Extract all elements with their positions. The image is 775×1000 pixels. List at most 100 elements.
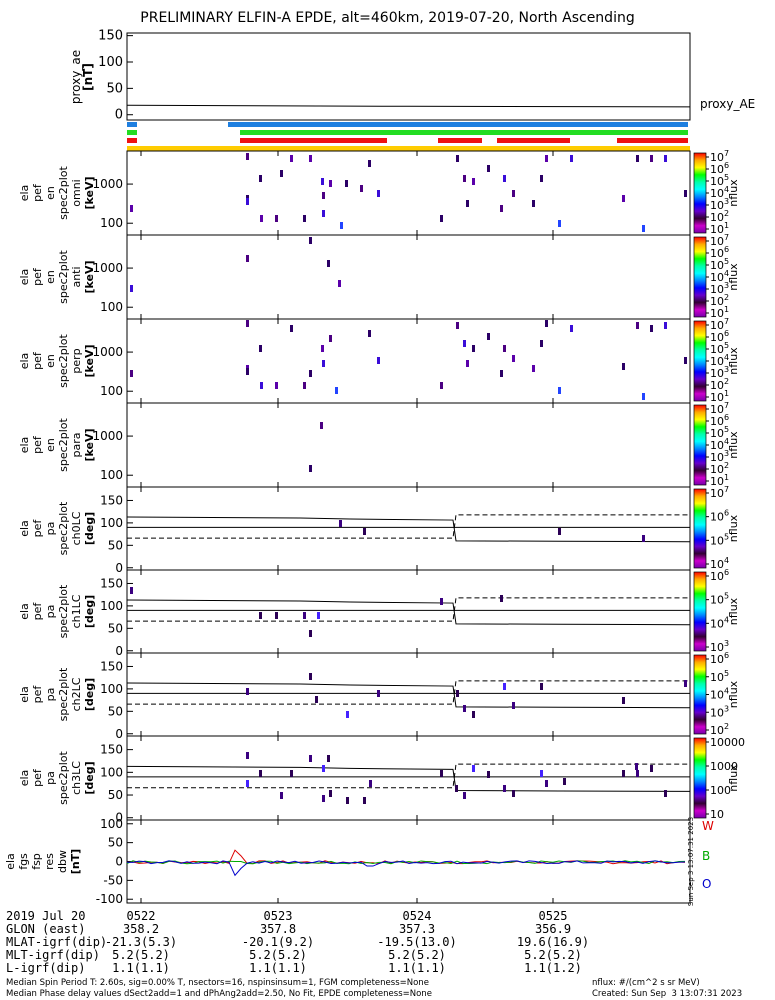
pitch-ytick-label: 50 <box>108 621 123 635</box>
spectrogram-pixel <box>321 178 324 185</box>
pitch-ylabel: ch1LC <box>70 594 83 628</box>
pitch-ylabel: pa <box>44 688 57 702</box>
colorbar-tick-label: 101 <box>710 305 729 320</box>
pitch-ylabel: spec2plot <box>57 751 70 805</box>
spectrogram-pixel <box>290 155 293 162</box>
spectrogram-pixel <box>622 363 625 370</box>
pitch-pixel <box>456 690 459 697</box>
spectrogram-pixel <box>650 155 653 162</box>
spectrogram-pixel <box>260 382 263 389</box>
colorbar-tick-label: 107 <box>710 485 729 500</box>
colorbar-tick-label: 102 <box>710 209 729 224</box>
footer-units: nflux: #/(cm^2 s sr MeV) <box>592 978 700 988</box>
spectrogram-pixel <box>664 155 667 162</box>
spectrogram-pixel <box>622 195 625 202</box>
energy-ylabel: en <box>44 438 57 452</box>
anti-loss-cone-line <box>127 514 690 539</box>
spectrogram-pixel <box>377 190 380 197</box>
pitch-ylabel: [deg] <box>83 678 96 711</box>
axis-row-label: MLT-igrf(dip) <box>6 948 100 962</box>
axis-row-value: 5.2(5.2) <box>249 948 307 962</box>
dbw-ylabel: ela <box>4 853 17 870</box>
axis-row-value: 5.2(5.2) <box>388 948 446 962</box>
pitch-ylabel: [deg] <box>83 512 96 545</box>
dbw-ytick-label: 0 <box>115 855 123 869</box>
status-bar-red <box>497 138 570 143</box>
colorbar-tick-label: 106 <box>710 245 729 260</box>
colorbar <box>693 488 707 569</box>
spectrogram-pixel <box>309 370 312 377</box>
pitch-pixel <box>339 520 342 527</box>
dbw-trace <box>126 860 686 877</box>
energy-ytick-label: 100 <box>100 300 123 314</box>
pitch-pixel <box>309 673 312 680</box>
pitch-ytick-label: 100 <box>100 516 123 530</box>
pitch-ytick-label: 150 <box>100 659 123 673</box>
pitch-pixel <box>440 598 443 605</box>
proxy-ae-ytick-label: 50 <box>106 81 123 96</box>
pitch-pixel <box>684 680 687 687</box>
spectrogram-pixel <box>440 382 443 389</box>
dbw-ylabel: fgs <box>17 853 30 870</box>
axis-row-value: 356.9 <box>535 922 571 936</box>
axis-row-label: MLAT-igrf(dip) <box>6 935 107 949</box>
energy-ylabel: pef <box>31 183 44 202</box>
colorbar <box>693 737 707 819</box>
loss-cone-line <box>126 682 691 709</box>
spectrogram-pixel <box>540 175 543 182</box>
spectrogram-pixel <box>309 465 312 472</box>
pitch-pixel <box>346 711 349 718</box>
status-bar-green-a <box>127 130 137 135</box>
pitch-pixel <box>363 528 366 535</box>
anti-loss-cone-line <box>127 680 690 705</box>
pitch-ylabel: pef <box>31 768 44 787</box>
loss-cone-line <box>126 516 691 543</box>
pitch-pixel <box>664 790 667 797</box>
spectrogram-pixel <box>558 220 561 227</box>
spectrogram-pixel <box>500 370 503 377</box>
colorbar <box>693 404 707 486</box>
pitch-pixel <box>540 683 543 690</box>
colorbar-tick-label: 105 <box>710 532 729 547</box>
pitch-ytick-label: 100 <box>100 599 123 613</box>
spectrogram-pixel <box>472 345 475 352</box>
pitch-pixel <box>455 785 458 792</box>
pitch-ylabel: ch0LC <box>70 511 83 545</box>
pitch-pixel <box>487 771 490 778</box>
dbw-ylabel: dbw <box>56 850 69 873</box>
colorbar <box>693 152 707 234</box>
spectrogram-pixel <box>487 165 490 172</box>
spectrogram-pixel <box>368 160 371 167</box>
colorbar-tick-label: 101 <box>710 473 729 488</box>
dbw-ytick-label: 100 <box>100 817 123 831</box>
pitch-pixel <box>503 683 506 690</box>
colorbar-tick-label: 10 <box>710 808 724 821</box>
pitch-pixel <box>512 702 515 709</box>
axis-row-value: -19.5(13.0) <box>377 935 456 949</box>
pitch-pixel <box>622 697 625 704</box>
spectrogram-pixel <box>540 340 543 347</box>
spectrogram-pixel <box>322 360 325 367</box>
status-bar-red <box>617 138 688 143</box>
pitch-pixel <box>563 778 566 785</box>
pitch-pixel <box>503 785 506 792</box>
spectrogram-pixel <box>345 180 348 187</box>
pitch-pixel <box>440 770 443 777</box>
colorbar-tick-label: 106 <box>710 509 729 524</box>
spectrogram-pixel <box>130 285 133 292</box>
anti-loss-cone-line <box>127 597 690 622</box>
colorbar-tick-label: 101 <box>710 389 729 404</box>
spectrogram-pixel <box>259 175 262 182</box>
spectrogram-pixel <box>558 387 561 394</box>
spectrogram-pixel <box>340 222 343 229</box>
spectrogram-pixel <box>260 215 263 222</box>
pitch-pixel <box>309 630 312 637</box>
pitch-pixel <box>463 705 466 712</box>
dbw-side-label: Sun Sep 3 13:07:31 2023 <box>687 817 695 906</box>
spectrogram-pixel <box>246 368 249 375</box>
energy-ytick-label: 1000 <box>92 261 123 275</box>
spectrogram-pixel <box>512 190 515 197</box>
status-bar-blue-a <box>127 122 137 127</box>
pitch-pixel <box>346 797 349 804</box>
pitch-pixel <box>635 763 638 770</box>
